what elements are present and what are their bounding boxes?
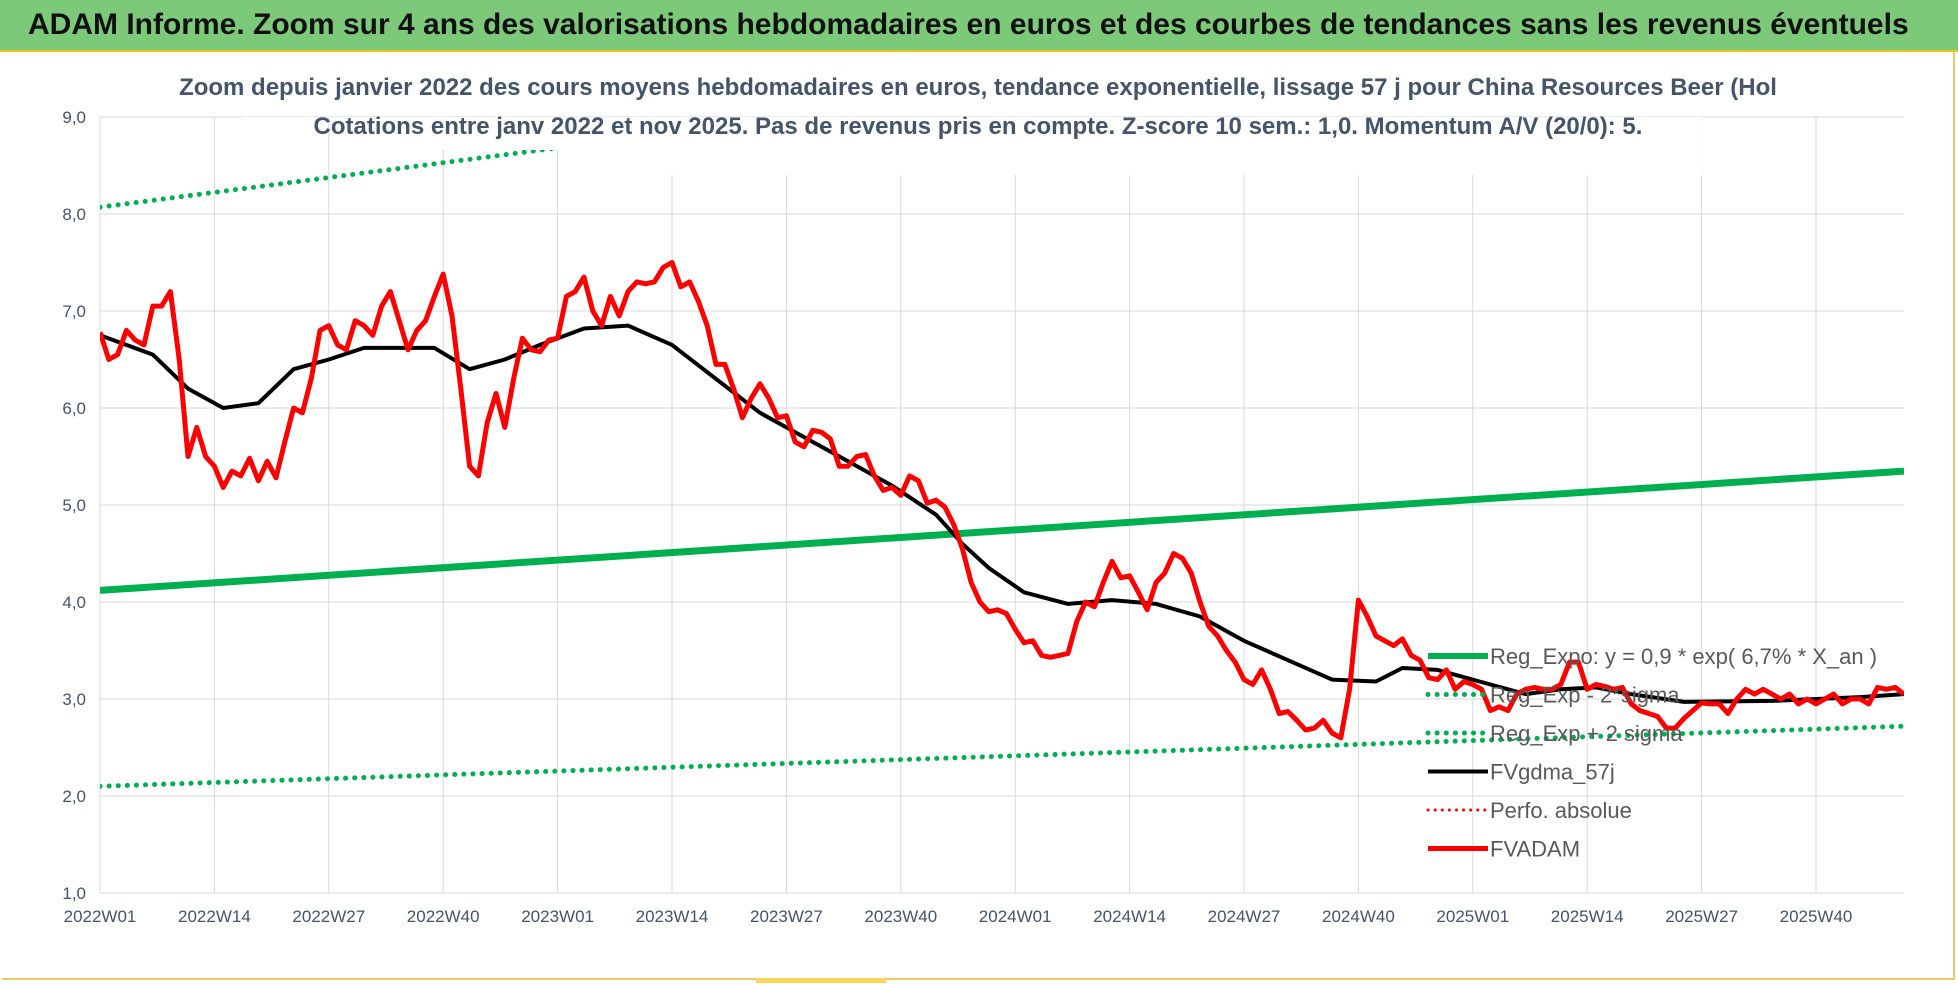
page-title: ADAM Informe. Zoom sur 4 ans des valoris… (28, 8, 1909, 41)
legend-label: FVADAM (1490, 837, 1580, 862)
x-tick-label: 2023W01 (521, 907, 594, 926)
y-tick-label: 2,0 (62, 787, 86, 806)
series-line-1 (100, 723, 1904, 789)
legend-label: Perfo. absolue (1490, 798, 1632, 823)
y-tick-label: 8,0 (62, 205, 86, 224)
series-line-0 (100, 467, 1904, 594)
legend: Reg_Expo: y = 0,9 * exp( 6,7% * X_an ) Re… (1425, 644, 1877, 862)
x-tick-label: 2024W14 (1093, 907, 1166, 926)
x-tick-label: 2022W14 (178, 907, 251, 926)
legend-label: FVgdma_57j (1490, 760, 1615, 785)
x-tick-label: 2025W01 (1436, 907, 1509, 926)
series-line-4 (100, 260, 1904, 741)
y-tick-label: 4,0 (62, 593, 86, 612)
y-tick-label: 9,0 (62, 108, 86, 127)
title-mask-2 (342, 118, 1702, 150)
x-tick-label: 2023W27 (750, 907, 823, 926)
y-tick-label: 3,0 (62, 690, 86, 709)
y-tick-label: 7,0 (62, 302, 86, 321)
y-tick-label: 5,0 (62, 496, 86, 515)
y-tick-label: 1,0 (62, 884, 86, 903)
x-tick-label: 2025W14 (1551, 907, 1624, 926)
chart-title: Zoom depuis janvier 2022 des cours moyen… (179, 74, 1777, 101)
header-banner: ADAM Informe. Zoom sur 4 ans des valoris… (0, 0, 1958, 52)
x-tick-label: 2022W27 (292, 907, 365, 926)
x-tick-label: 2024W40 (1322, 907, 1395, 926)
x-tick-label: 2024W01 (979, 907, 1052, 926)
chart-area: 1,0 2,0 3,0 4,0 5,0 6,0 7,0 8,0 9,0 2022W01 2022W1… (2, 52, 1955, 980)
x-tick-label: 2023W14 (636, 907, 709, 926)
x-tick-label: 2025W40 (1780, 907, 1853, 926)
title-mask-3 (562, 150, 1702, 175)
chart-subtitle: Cotations entre janv 2022 et nov 2025. P… (314, 113, 1643, 140)
x-tick-label: 2022W01 (64, 907, 137, 926)
legend-label: Reg_Expo: y = 0,9 * exp( 6,7% * X_an ) (1490, 644, 1877, 669)
legend-label: Reg_Exp + 2 sigma (1490, 721, 1683, 746)
x-tick-label: 2025W27 (1665, 907, 1738, 926)
x-tick-label: 2023W40 (864, 907, 937, 926)
y-tick-label: 6,0 (62, 399, 86, 418)
x-tick-label: 2022W40 (407, 907, 480, 926)
line-chart: 1,0 2,0 3,0 4,0 5,0 6,0 7,0 8,0 9,0 2022W01 2022W1… (62, 74, 1904, 926)
title-mask-1 (242, 117, 1702, 118)
legend-label: Reg_Exp - 2*sigma (1490, 683, 1680, 708)
x-tick-label: 2024W27 (1208, 907, 1281, 926)
bottom-accent (756, 978, 886, 983)
